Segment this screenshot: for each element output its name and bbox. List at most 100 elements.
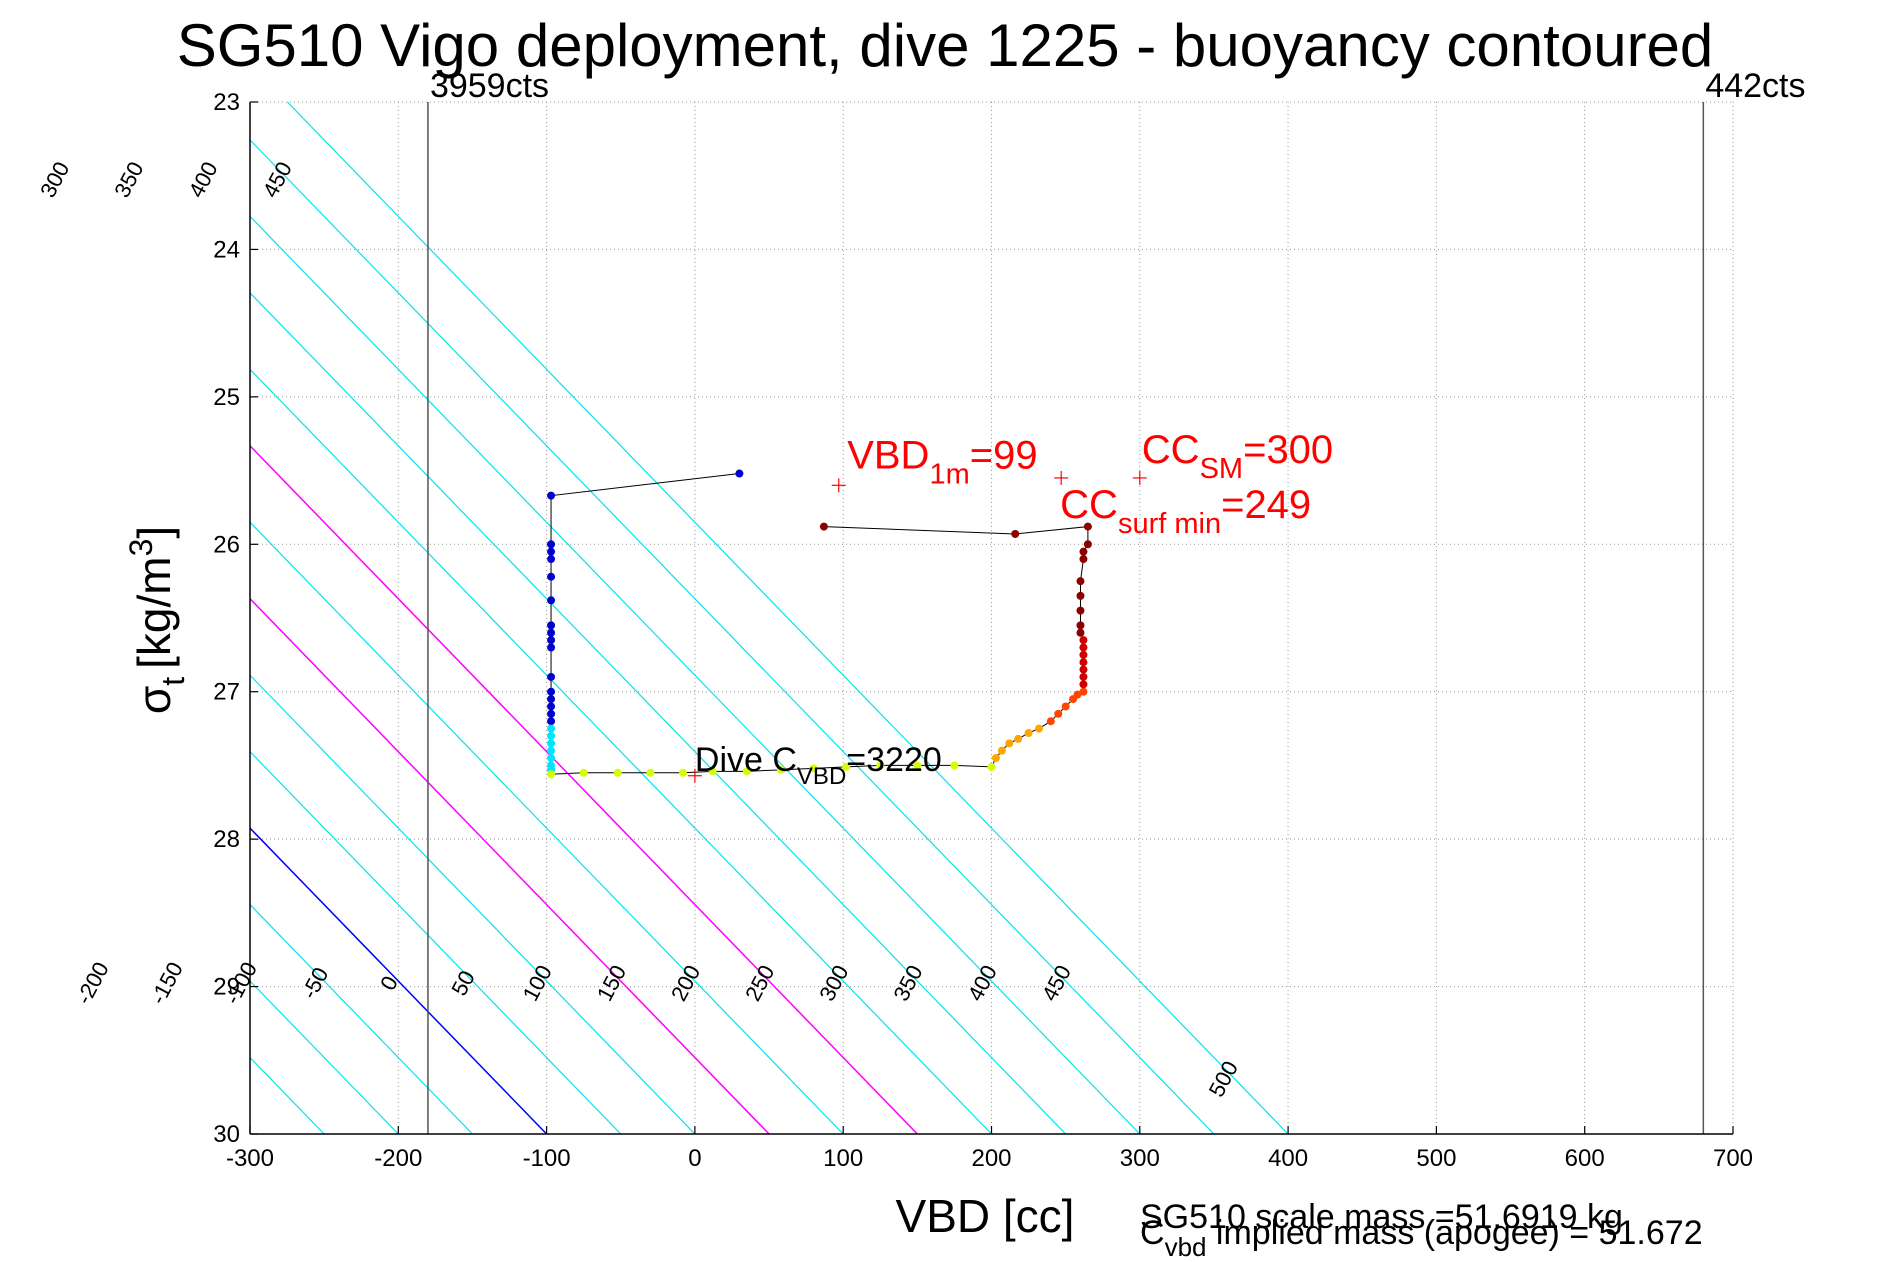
- data-point: [547, 596, 556, 605]
- scale-mass-text: SG510 scale mass =51.6919 kg: [1140, 1198, 1623, 1236]
- x-tick-label: 100: [823, 1145, 863, 1172]
- data-point: [547, 687, 556, 696]
- y-axis-label-unit: [kg/m: [128, 556, 180, 668]
- data-point: [1079, 687, 1088, 696]
- data-point: [1083, 540, 1092, 549]
- contour-line: [250, 827, 548, 1134]
- data-point: [950, 761, 959, 770]
- data-point: [547, 702, 556, 711]
- data-point: [1046, 717, 1055, 726]
- x-tick-label: 0: [688, 1145, 701, 1172]
- data-point: [991, 754, 1000, 763]
- contour-line: [250, 139, 1215, 1134]
- data-point: [547, 555, 556, 564]
- data-point: [1076, 591, 1085, 600]
- data-point: [547, 628, 556, 637]
- data-point: [987, 762, 996, 771]
- y-axis-label-sup: 3: [123, 539, 159, 557]
- y-tick-label: 23: [213, 89, 240, 116]
- data-point: [913, 761, 922, 770]
- data-point: [547, 746, 556, 755]
- data-point: [547, 621, 556, 630]
- contour-line: [250, 597, 770, 1134]
- y-tick-label: 26: [213, 531, 240, 558]
- data-point: [708, 767, 717, 776]
- y-tick-label: 24: [213, 236, 240, 263]
- data-point: [1079, 665, 1088, 674]
- data-point: [547, 709, 556, 718]
- data-point: [547, 724, 556, 733]
- x-tick-label: -200: [374, 1145, 422, 1172]
- y-axis-label: σt [kg/m3]: [123, 526, 191, 714]
- contour-line: [250, 521, 844, 1134]
- implied-mass-rest: implied mass (apogee) = 51.672: [1206, 1214, 1702, 1252]
- chart-title: SG510 Vigo deployment, dive 1225 - buoya…: [177, 12, 1714, 79]
- data-point: [547, 547, 556, 556]
- implied-mass-c: C: [1140, 1214, 1165, 1252]
- x-axis-label: VBD [cc]: [896, 1190, 1075, 1242]
- y-axis-label-close: ]: [128, 526, 180, 539]
- data-point: [579, 768, 588, 777]
- data-point: [547, 770, 556, 779]
- data-point: [1011, 529, 1020, 538]
- data-point: [1014, 734, 1023, 743]
- data-point: [1076, 628, 1085, 637]
- data-point: [1061, 702, 1070, 711]
- implied-mass-sub: vbd: [1165, 1232, 1207, 1262]
- data-point: [1073, 690, 1082, 699]
- data-point: [1079, 658, 1088, 667]
- data-point: [547, 695, 556, 704]
- vbd-1m-label: VBD1m=99: [847, 434, 1037, 491]
- data-point: [1079, 555, 1088, 564]
- data-point: [1079, 672, 1088, 681]
- data-point: [547, 636, 556, 645]
- data-point: [842, 762, 851, 771]
- data-point: [646, 768, 655, 777]
- data-point: [1079, 643, 1088, 652]
- data-point: [547, 754, 556, 763]
- data-point: [735, 469, 744, 478]
- y-tick-label: 27: [213, 679, 240, 706]
- y-tick-label: 25: [213, 384, 240, 411]
- data-point: [1005, 739, 1014, 748]
- x-tick-label: -300: [226, 1145, 274, 1172]
- data-point: [679, 768, 688, 777]
- vbd-limit-lines: 3959cts 442cts: [427, 67, 1806, 1134]
- y-tick-label: 30: [213, 1121, 240, 1148]
- data-point: [613, 768, 622, 777]
- data-point: [1079, 680, 1088, 689]
- cc-surf-min-label: CCsurf min=249: [1060, 483, 1311, 540]
- contour-line: [250, 215, 1141, 1134]
- cc-sm-label: CCSM=300: [1142, 428, 1333, 485]
- data-point: [547, 731, 556, 740]
- data-point: [1083, 522, 1092, 531]
- data-point: [876, 761, 885, 770]
- x-tick-label: 200: [971, 1145, 1011, 1172]
- data-point: [819, 522, 828, 531]
- data-point: [1076, 606, 1085, 615]
- x-tick-label: -100: [523, 1145, 571, 1172]
- data-point: [1079, 650, 1088, 659]
- x-tick-label: 400: [1268, 1145, 1308, 1172]
- data-point: [776, 765, 785, 774]
- data-point: [1079, 636, 1088, 645]
- contour-line: [250, 903, 473, 1134]
- data-series: [547, 469, 1092, 779]
- data-point: [547, 572, 556, 581]
- buoyancy-contours: [250, 102, 1289, 1134]
- contour-line: [286, 102, 1289, 1134]
- data-point: [547, 491, 556, 500]
- y-axis-label-sub: t: [155, 677, 191, 686]
- data-point: [997, 746, 1006, 755]
- data-point: [1054, 709, 1063, 718]
- data-point: [547, 739, 556, 748]
- data-point: [1076, 621, 1085, 630]
- x-tick-label: 600: [1565, 1145, 1605, 1172]
- data-point: [1076, 577, 1085, 586]
- svg-text:σt[kg/m3]: σt [kg/m3]: [123, 526, 191, 714]
- dive-cvbd-label: Dive CVBD=3220: [695, 741, 942, 790]
- contour-line: [250, 291, 1067, 1134]
- implied-mass-text: Cvbd implied mass (apogee) = 51.672: [1140, 1214, 1703, 1262]
